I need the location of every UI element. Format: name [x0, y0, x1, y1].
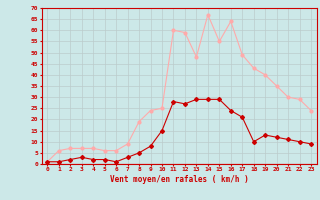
X-axis label: Vent moyen/en rafales ( km/h ): Vent moyen/en rafales ( km/h ) [110, 175, 249, 184]
